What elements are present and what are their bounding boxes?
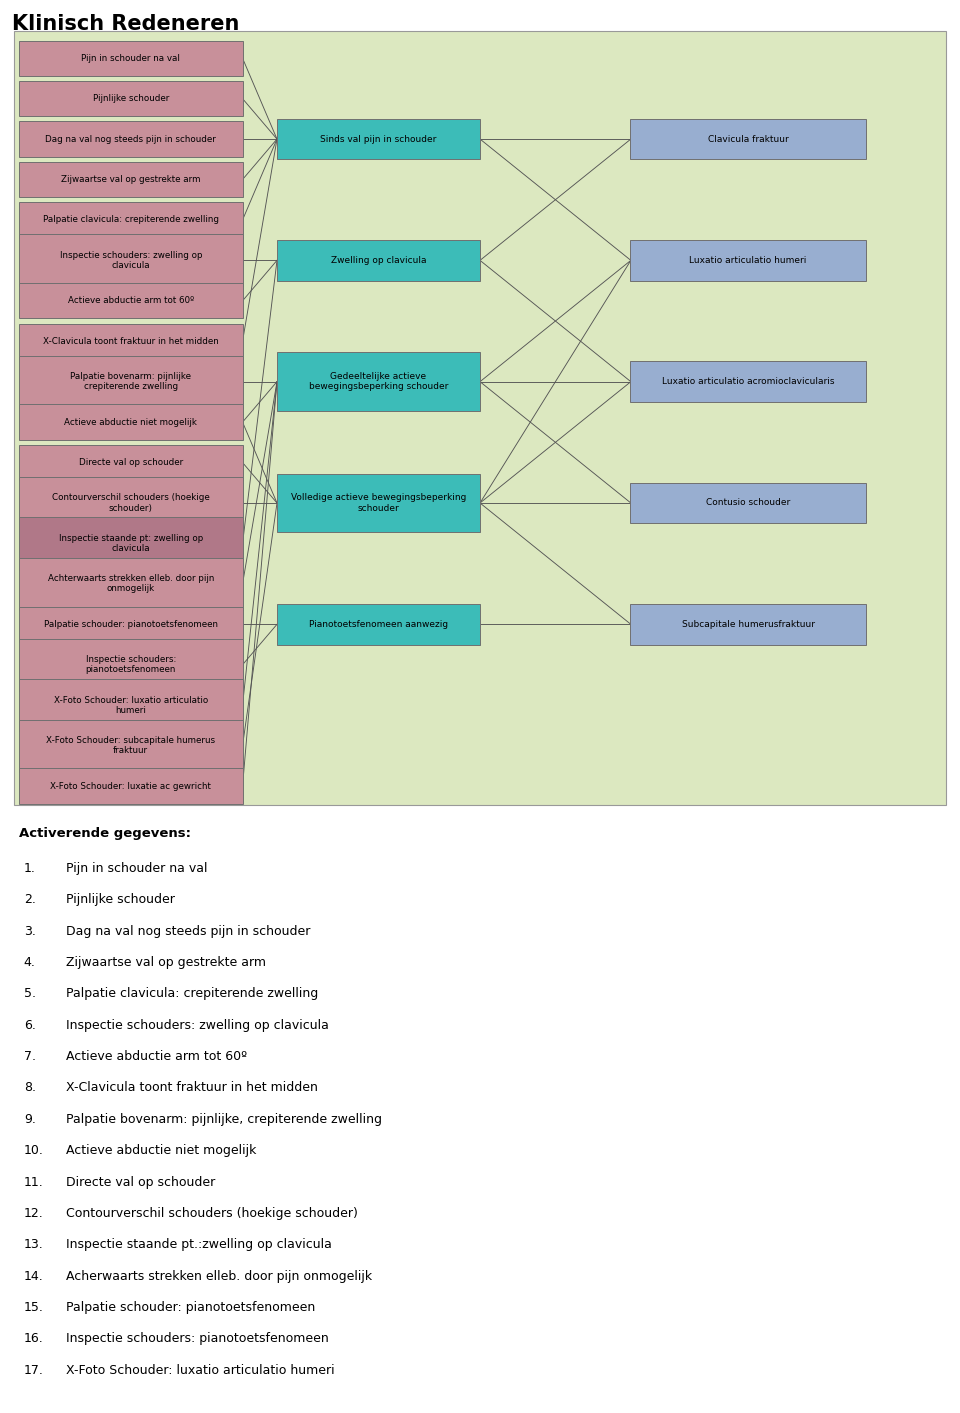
- Text: X-Foto Schouder: luxatio articulatio humeri: X-Foto Schouder: luxatio articulatio hum…: [66, 1364, 334, 1376]
- Text: Inspectie schouders: zwelling op clavicula: Inspectie schouders: zwelling op clavicu…: [66, 1019, 328, 1031]
- FancyBboxPatch shape: [631, 362, 866, 403]
- Text: Luxatio articulatio humeri: Luxatio articulatio humeri: [689, 256, 806, 264]
- Text: Pijnlijke schouder: Pijnlijke schouder: [66, 893, 175, 906]
- Text: 15.: 15.: [24, 1301, 43, 1314]
- Text: 4.: 4.: [24, 957, 36, 969]
- Text: 9.: 9.: [24, 1113, 36, 1126]
- FancyBboxPatch shape: [18, 558, 243, 610]
- Text: Subcapitale humerusfraktuur: Subcapitale humerusfraktuur: [682, 620, 815, 629]
- FancyBboxPatch shape: [276, 352, 480, 411]
- Text: Palpatie clavicula: crepiterende zwelling: Palpatie clavicula: crepiterende zwellin…: [43, 215, 219, 225]
- FancyBboxPatch shape: [18, 769, 243, 804]
- Text: Directe val op schouder: Directe val op schouder: [79, 458, 183, 468]
- FancyBboxPatch shape: [18, 404, 243, 439]
- Text: 6.: 6.: [24, 1019, 36, 1031]
- Text: 12.: 12.: [24, 1207, 43, 1219]
- FancyBboxPatch shape: [631, 119, 866, 160]
- Text: Luxatio articulatio acromioclavicularis: Luxatio articulatio acromioclavicularis: [662, 377, 834, 386]
- Text: Activerende gegevens:: Activerende gegevens:: [19, 827, 191, 839]
- Text: Pianotoetsfenomeen aanwezig: Pianotoetsfenomeen aanwezig: [309, 620, 448, 629]
- FancyBboxPatch shape: [18, 719, 243, 771]
- FancyBboxPatch shape: [18, 162, 243, 198]
- FancyBboxPatch shape: [276, 119, 480, 160]
- FancyBboxPatch shape: [18, 476, 243, 528]
- FancyBboxPatch shape: [18, 235, 243, 287]
- FancyBboxPatch shape: [18, 324, 243, 359]
- FancyBboxPatch shape: [14, 31, 946, 805]
- Text: Actieve abductie arm tot 60º: Actieve abductie arm tot 60º: [66, 1050, 247, 1063]
- Text: Inspectie schouders: zwelling op
clavicula: Inspectie schouders: zwelling op clavicu…: [60, 252, 202, 270]
- FancyBboxPatch shape: [631, 603, 866, 644]
- Text: Actieve abductie niet mogelijk: Actieve abductie niet mogelijk: [64, 418, 197, 427]
- Text: Palpatie clavicula: crepiterende zwelling: Palpatie clavicula: crepiterende zwellin…: [66, 988, 318, 1000]
- Text: Inspectie staande pt.:zwelling op clavicula: Inspectie staande pt.:zwelling op clavic…: [66, 1238, 332, 1252]
- Text: Pijnlijke schouder: Pijnlijke schouder: [92, 95, 169, 103]
- Text: Palpatie schouder: pianotoetsfenomeen: Palpatie schouder: pianotoetsfenomeen: [66, 1301, 315, 1314]
- Text: Zijwaartse val op gestrekte arm: Zijwaartse val op gestrekte arm: [66, 957, 266, 969]
- Text: 10.: 10.: [24, 1145, 43, 1157]
- Text: 1.: 1.: [24, 862, 36, 875]
- FancyBboxPatch shape: [18, 81, 243, 116]
- Text: Contourverschil schouders (hoekige
schouder): Contourverschil schouders (hoekige schou…: [52, 493, 209, 513]
- FancyBboxPatch shape: [631, 483, 866, 523]
- FancyBboxPatch shape: [18, 283, 243, 318]
- Text: Dag na val nog steeds pijn in schouder: Dag na val nog steeds pijn in schouder: [66, 924, 310, 938]
- Text: X-Foto Schouder: subcapitale humerus
fraktuur: X-Foto Schouder: subcapitale humerus fra…: [46, 736, 215, 755]
- Text: Palpatie bovenarm: pijnlijke
crepiterende zwelling: Palpatie bovenarm: pijnlijke crepiterend…: [70, 372, 191, 391]
- Text: Palpatie schouder: pianotoetsfenomeen: Palpatie schouder: pianotoetsfenomeen: [44, 620, 218, 629]
- Text: Contusio schouder: Contusio schouder: [706, 499, 790, 507]
- FancyBboxPatch shape: [18, 122, 243, 157]
- Text: Inspectie schouders:
pianotoetsfenomeen: Inspectie schouders: pianotoetsfenomeen: [85, 656, 176, 674]
- FancyBboxPatch shape: [18, 41, 243, 76]
- Text: 7.: 7.: [24, 1050, 36, 1063]
- FancyBboxPatch shape: [276, 603, 480, 644]
- Text: Sinds val pijn in schouder: Sinds val pijn in schouder: [321, 134, 437, 144]
- FancyBboxPatch shape: [18, 639, 243, 691]
- Text: 3.: 3.: [24, 924, 36, 938]
- Text: Palpatie bovenarm: pijnlijke, crepiterende zwelling: Palpatie bovenarm: pijnlijke, crepiteren…: [66, 1113, 382, 1126]
- Text: Pijn in schouder na val: Pijn in schouder na val: [82, 54, 180, 62]
- Text: Acherwaarts strekken elleb. door pijn onmogelijk: Acherwaarts strekken elleb. door pijn on…: [66, 1270, 372, 1283]
- Text: Zwelling op clavicula: Zwelling op clavicula: [331, 256, 426, 264]
- FancyBboxPatch shape: [18, 680, 243, 732]
- Text: X-Clavicula toont fraktuur in het midden: X-Clavicula toont fraktuur in het midden: [43, 336, 219, 346]
- Text: Clavicula fraktuur: Clavicula fraktuur: [708, 134, 788, 144]
- Text: Inspectie staande pt: zwelling op
clavicula: Inspectie staande pt: zwelling op clavic…: [59, 534, 203, 552]
- Text: Actieve abductie arm tot 60º: Actieve abductie arm tot 60º: [68, 297, 194, 305]
- Text: Pijn in schouder na val: Pijn in schouder na val: [66, 862, 207, 875]
- FancyBboxPatch shape: [18, 445, 243, 480]
- FancyBboxPatch shape: [276, 240, 480, 281]
- Text: X-Foto Schouder: luxatio articulatio
humeri: X-Foto Schouder: luxatio articulatio hum…: [54, 695, 208, 715]
- Text: X-Clavicula toont fraktuur in het midden: X-Clavicula toont fraktuur in het midden: [66, 1081, 318, 1095]
- Text: Inspectie schouders: pianotoetsfenomeen: Inspectie schouders: pianotoetsfenomeen: [66, 1332, 328, 1345]
- Text: 11.: 11.: [24, 1176, 43, 1188]
- FancyBboxPatch shape: [18, 202, 243, 237]
- Text: Directe val op schouder: Directe val op schouder: [66, 1176, 215, 1188]
- Text: Zijwaartse val op gestrekte arm: Zijwaartse val op gestrekte arm: [61, 175, 201, 184]
- Text: 17.: 17.: [24, 1364, 43, 1376]
- Text: Actieve abductie niet mogelijk: Actieve abductie niet mogelijk: [66, 1145, 256, 1157]
- Text: X-Foto Schouder: luxatie ac gewricht: X-Foto Schouder: luxatie ac gewricht: [50, 781, 211, 790]
- Text: Klinisch Redeneren: Klinisch Redeneren: [12, 14, 239, 34]
- Text: 8.: 8.: [24, 1081, 36, 1095]
- Text: Dag na val nog steeds pijn in schouder: Dag na val nog steeds pijn in schouder: [45, 134, 216, 144]
- FancyBboxPatch shape: [631, 240, 866, 281]
- Text: 16.: 16.: [24, 1332, 43, 1345]
- Text: Gedeeltelijke actieve
bewegingsbeperking schouder: Gedeeltelijke actieve bewegingsbeperking…: [309, 372, 448, 391]
- FancyBboxPatch shape: [276, 473, 480, 533]
- Text: 13.: 13.: [24, 1238, 43, 1252]
- FancyBboxPatch shape: [18, 517, 243, 569]
- FancyBboxPatch shape: [18, 606, 243, 642]
- FancyBboxPatch shape: [18, 356, 243, 408]
- Text: 2.: 2.: [24, 893, 36, 906]
- Text: Achterwaarts strekken elleb. door pijn
onmogelijk: Achterwaarts strekken elleb. door pijn o…: [48, 574, 214, 593]
- Text: 5.: 5.: [24, 988, 36, 1000]
- Text: 14.: 14.: [24, 1270, 43, 1283]
- Text: Volledige actieve bewegingsbeperking
schouder: Volledige actieve bewegingsbeperking sch…: [291, 493, 467, 513]
- Text: Contourverschil schouders (hoekige schouder): Contourverschil schouders (hoekige schou…: [66, 1207, 358, 1219]
